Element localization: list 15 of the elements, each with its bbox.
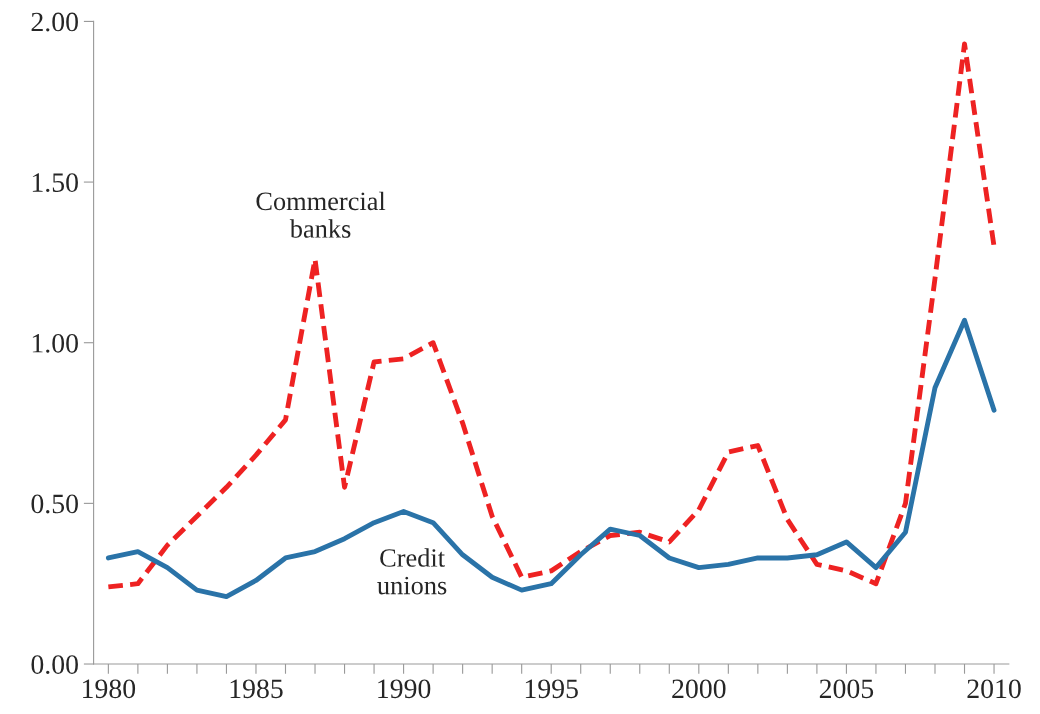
y-tick-label: 0.50: [31, 494, 78, 514]
x-tick-label: 1995: [525, 679, 578, 699]
y-tick-label: 0.00: [31, 655, 78, 675]
annotation: Credit unions: [377, 548, 447, 595]
x-tick-label: 1980: [83, 679, 136, 699]
x-tick-label: 1990: [378, 679, 431, 699]
x-tick-label: 2010: [967, 679, 1021, 699]
x-tick-label: 2000: [672, 679, 726, 699]
x-tick-label: 1985: [230, 679, 283, 699]
annotation: Commercial banks: [256, 191, 386, 238]
y-tick-label: 1.50: [32, 173, 78, 193]
x-tick-label: 2005: [819, 679, 874, 699]
line-series: [105, 317, 997, 599]
y-tick-label: 2.00: [31, 12, 78, 32]
y-tick-label: 1.00: [32, 333, 78, 353]
